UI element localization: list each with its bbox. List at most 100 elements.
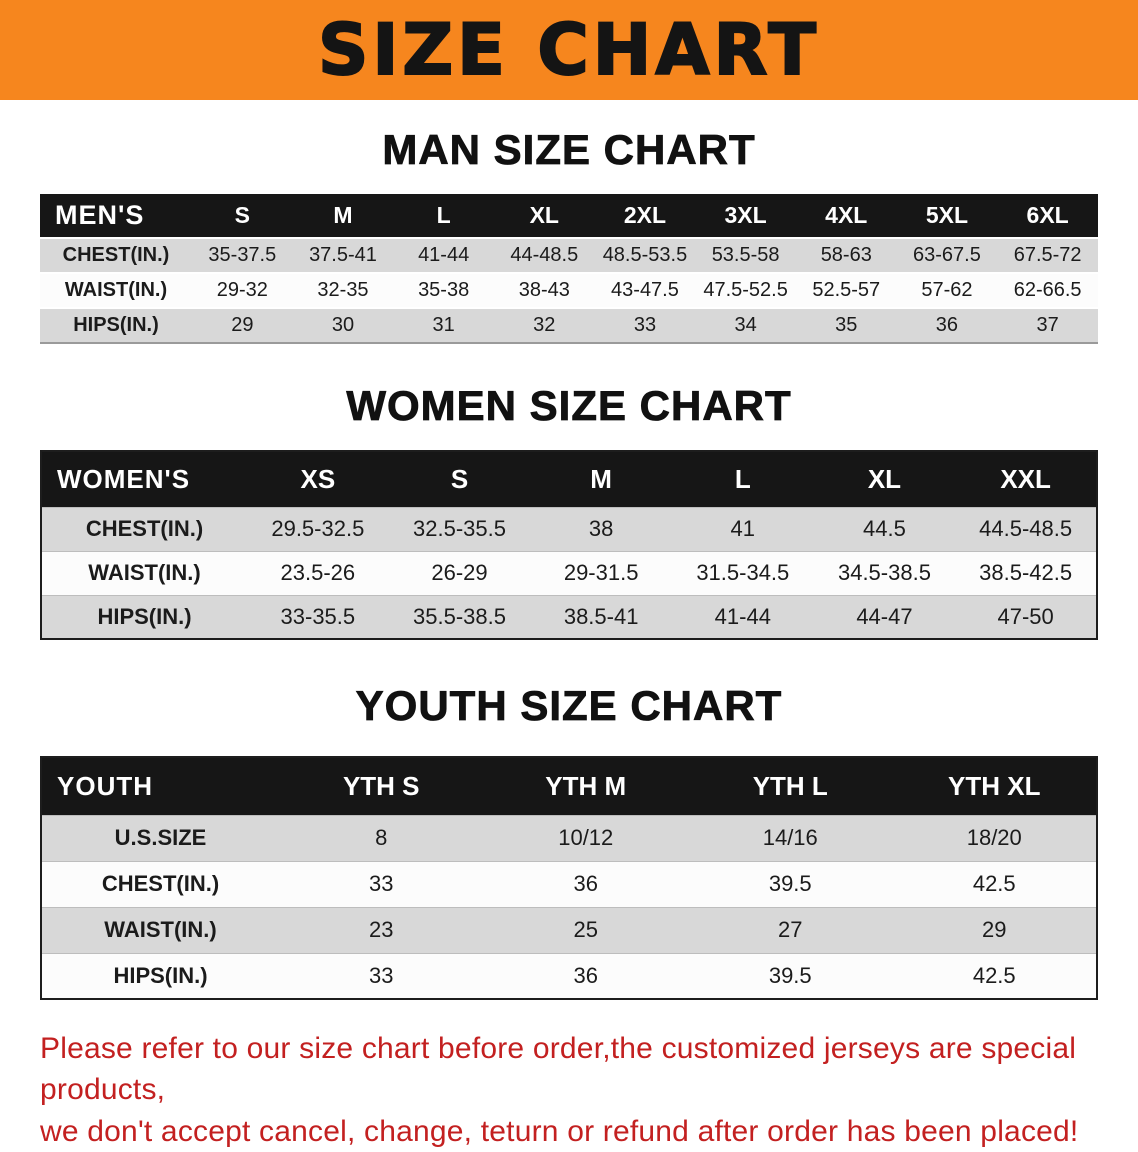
size-header-cell: YTH L [688,757,893,815]
value-cell: 29.5-32.5 [271,516,365,541]
value-cell: 36 [573,871,598,896]
table-title-cell: WOMEN'S [41,451,247,507]
youth-size-table: YOUTH YTH S YTH M YTH L YTH XL U.S.SIZE 8 10/12… [40,756,1098,1000]
table-row: WAIST(IN.) 29-32 32-35 35-38 38-43 43-47.5 47.… [40,273,1098,308]
disclaimer-line-2: we don't accept cancel, change, teturn o… [40,1114,1079,1148]
value-cell: 38 [588,516,614,541]
table-title-cell: YOUTH [41,757,279,815]
size-header-cell: 5XL [896,194,998,238]
value-cell: 33 [369,962,394,988]
size-header-cell: XXL [955,451,1097,507]
value-cell: 33-35.5 [280,603,356,629]
measurement-label-cell: HIPS(IN.) [113,962,208,988]
measurement-label-cell: CHEST(IN.) [101,871,220,896]
table-row: HIPS(IN.) 33-35.5 35.5-38.5 38.5-41 41-44 44-… [41,595,1097,639]
value-cell: 14/16 [762,825,818,850]
table-row: CHEST(IN.) 33 36 39.5 42.5 [41,861,1097,907]
size-header-cell: YTH M [483,757,688,815]
size-header-cell: M [530,451,672,507]
value-cell: 39.5 [768,962,812,988]
value-cell: 38.5-41 [563,603,639,629]
measurement-label-cell: CHEST(IN.) [85,516,204,541]
value-cell: 23.5-26 [280,560,356,585]
size-header-cell: M [292,194,394,238]
measurement-label-cell: U.S.SIZE [114,825,207,850]
size-header-cell: XS [247,451,389,507]
value-cell: 36 [935,314,959,336]
value-cell: 48.5-53.5 [602,244,688,266]
value-cell: 62-66.5 [1013,279,1082,301]
women-size-table: WOMEN'S XS S M L XL XXL CHEST(IN.) 29.5-32.5 32.5… [40,450,1098,640]
men-size-table: MEN'S S M L XL 2XL 3XL 4XL 5XL 6XL CHEST(IN.) 35-37… [40,194,1098,344]
measurement-label-cell: WAIST(IN.) [88,560,201,585]
value-cell: 37 [1036,314,1059,336]
value-cell: 29 [982,917,1007,942]
youth-section-heading: YOUTH SIZE CHART [355,682,783,730]
value-cell: 57-62 [921,279,973,301]
value-cell: 42.5 [972,871,1016,896]
value-cell: 32-35 [317,279,369,301]
size-chart-banner: SIZE CHART [0,0,1138,100]
measurement-label-cell: WAIST(IN.) [104,917,217,942]
value-cell: 33 [369,871,394,896]
value-cell: 44.5 [863,516,906,541]
size-header-cell: 4XL [795,194,897,238]
size-header-cell: L [671,451,814,507]
value-cell: 30 [331,314,355,336]
men-section-heading: MAN SIZE CHART [382,126,756,174]
youth-size-chart-section: YOUTH SIZE CHART YOUTH YTH S YTH M YTH L YTH… [0,682,1138,1000]
size-header-cell: L [393,194,494,238]
value-cell: 41-44 [418,244,470,266]
table-title-cell: MEN'S [40,194,192,238]
header-row: YOUTH YTH S YTH M YTH L YTH XL [41,757,1097,815]
value-cell: 43-47.5 [611,279,679,301]
size-header-cell: S [192,194,293,238]
value-cell: 35.5-38.5 [413,603,506,629]
measurement-label-cell: WAIST(IN.) [64,279,168,301]
value-cell: 8 [375,825,388,850]
value-cell: 67.5-72 [1013,244,1082,266]
value-cell: 42.5 [972,962,1016,988]
table-row: CHEST(IN.) 29.5-32.5 32.5-35.5 38 41 44.5 44.5… [41,507,1097,551]
disclaimer-text: Please refer to our size chart before or… [40,1028,1100,1152]
value-cell: 35-38 [418,279,470,301]
value-cell: 36 [573,962,598,988]
value-cell: 29-32 [216,279,268,301]
value-cell: 31.5-34.5 [696,560,790,585]
value-cell: 29 [231,314,254,336]
value-cell: 31 [432,314,455,336]
value-cell: 10/12 [558,825,614,850]
measurement-label-cell: HIPS(IN.) [73,314,159,336]
header-row: MEN'S S M L XL 2XL 3XL 4XL 5XL 6XL [40,194,1098,238]
value-cell: 47-50 [997,603,1054,629]
value-cell: 53.5-58 [711,244,780,266]
table-row: CHEST(IN.) 35-37.5 37.5-41 41-44 44-48.5 48.5… [40,238,1098,273]
value-cell: 29-31.5 [563,560,639,585]
value-cell: 39.5 [768,871,812,896]
size-header-cell: YTH S [279,757,484,815]
size-header-cell: YTH XL [892,757,1097,815]
page-title: SIZE CHART [317,9,821,91]
value-cell: 34.5-38.5 [837,560,931,585]
size-header-cell: XL [493,194,595,238]
men-size-chart-section: MAN SIZE CHART MEN'S S M L XL 2XL 3XL 4XL 5XL 6XL… [0,126,1138,344]
table-row: WAIST(IN.) 23.5-26 26-29 29-31.5 31.5-34.5 34… [41,551,1097,595]
header-row: WOMEN'S XS S M L XL XXL [41,451,1097,507]
value-cell: 25 [573,917,598,942]
value-cell: 41 [730,516,756,541]
value-cell: 27 [778,917,803,942]
value-cell: 34 [734,314,757,336]
size-header-cell: 6XL [997,194,1098,238]
measurement-label-cell: CHEST(IN.) [62,244,170,266]
value-cell: 32 [533,314,556,336]
value-cell: 26-29 [431,560,488,585]
value-cell: 44-48.5 [510,244,579,266]
value-cell: 44.5-48.5 [979,516,1073,541]
value-cell: 38-43 [518,279,570,301]
value-cell: 44-47 [856,603,913,629]
women-section-heading: WOMEN SIZE CHART [346,382,792,430]
size-header-cell: 2XL [594,194,696,238]
value-cell: 18/20 [966,825,1022,850]
table-row: HIPS(IN.) 33 36 39.5 42.5 [41,953,1097,999]
